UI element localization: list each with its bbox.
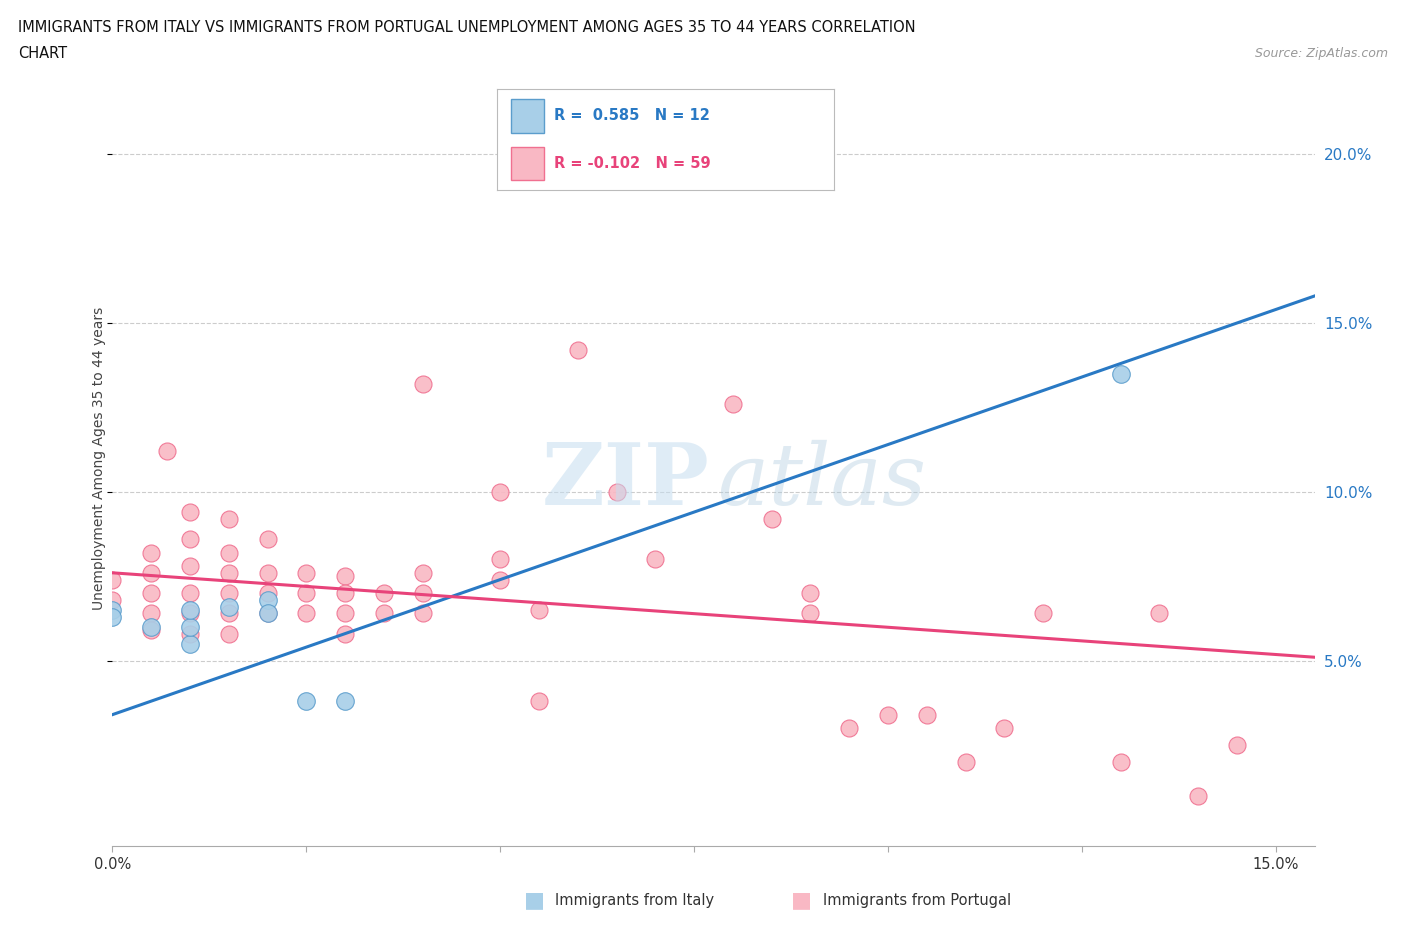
Point	[101, 609, 124, 624]
Point	[1032, 606, 1054, 621]
Text: ■: ■	[524, 890, 544, 910]
Text: ZIP: ZIP	[543, 439, 710, 524]
Point	[412, 606, 434, 621]
Point	[179, 636, 201, 651]
Point	[179, 559, 201, 574]
Point	[489, 572, 512, 587]
Point	[101, 572, 124, 587]
Point	[333, 606, 356, 621]
Point	[218, 586, 240, 601]
Point	[1149, 606, 1171, 621]
Point	[218, 599, 240, 614]
Point	[179, 626, 201, 641]
Point	[1109, 754, 1132, 769]
Point	[1187, 789, 1209, 804]
Y-axis label: Unemployment Among Ages 35 to 44 years: Unemployment Among Ages 35 to 44 years	[93, 306, 107, 610]
Point	[721, 396, 744, 411]
Point	[141, 545, 163, 560]
Point	[218, 626, 240, 641]
Point	[179, 586, 201, 601]
Point	[179, 606, 201, 621]
Text: atlas: atlas	[717, 440, 927, 523]
Point	[179, 505, 201, 520]
Point	[295, 694, 318, 709]
Point	[218, 512, 240, 526]
Point	[141, 606, 163, 621]
Point	[256, 592, 278, 607]
Point	[141, 619, 163, 634]
Point	[156, 444, 179, 458]
Point	[527, 694, 550, 709]
Point	[489, 485, 512, 499]
Point	[141, 586, 163, 601]
Point	[1226, 737, 1249, 752]
Point	[333, 586, 356, 601]
Point	[915, 707, 938, 722]
Point	[489, 551, 512, 566]
Point	[993, 721, 1015, 736]
Point	[179, 619, 201, 634]
Point	[256, 532, 278, 547]
Point	[373, 586, 395, 601]
Point	[606, 485, 628, 499]
Point	[256, 606, 278, 621]
Point	[218, 606, 240, 621]
Point	[333, 626, 356, 641]
Point	[644, 551, 666, 566]
Point	[1109, 366, 1132, 381]
Point	[761, 512, 783, 526]
Point	[101, 592, 124, 607]
Text: Source: ZipAtlas.com: Source: ZipAtlas.com	[1254, 46, 1388, 60]
Point	[256, 606, 278, 621]
Point	[295, 565, 318, 580]
Text: IMMIGRANTS FROM ITALY VS IMMIGRANTS FROM PORTUGAL UNEMPLOYMENT AMONG AGES 35 TO : IMMIGRANTS FROM ITALY VS IMMIGRANTS FROM…	[18, 20, 915, 35]
Point	[412, 586, 434, 601]
Point	[527, 603, 550, 618]
Point	[295, 606, 318, 621]
Point	[179, 532, 201, 547]
Point	[799, 606, 821, 621]
Text: Immigrants from Italy: Immigrants from Italy	[555, 893, 714, 908]
Point	[179, 603, 201, 618]
Point	[333, 694, 356, 709]
Point	[955, 754, 977, 769]
Point	[373, 606, 395, 621]
Point	[256, 586, 278, 601]
Point	[218, 565, 240, 580]
Point	[101, 603, 124, 618]
Point	[567, 342, 589, 357]
Point	[256, 565, 278, 580]
Point	[141, 623, 163, 638]
Point	[412, 377, 434, 392]
Point	[877, 707, 900, 722]
Point	[799, 586, 821, 601]
Point	[838, 721, 860, 736]
Point	[218, 545, 240, 560]
Point	[333, 569, 356, 584]
Point	[412, 565, 434, 580]
Point	[141, 565, 163, 580]
Text: Immigrants from Portugal: Immigrants from Portugal	[823, 893, 1011, 908]
Text: ■: ■	[792, 890, 811, 910]
Text: CHART: CHART	[18, 46, 67, 61]
Point	[295, 586, 318, 601]
